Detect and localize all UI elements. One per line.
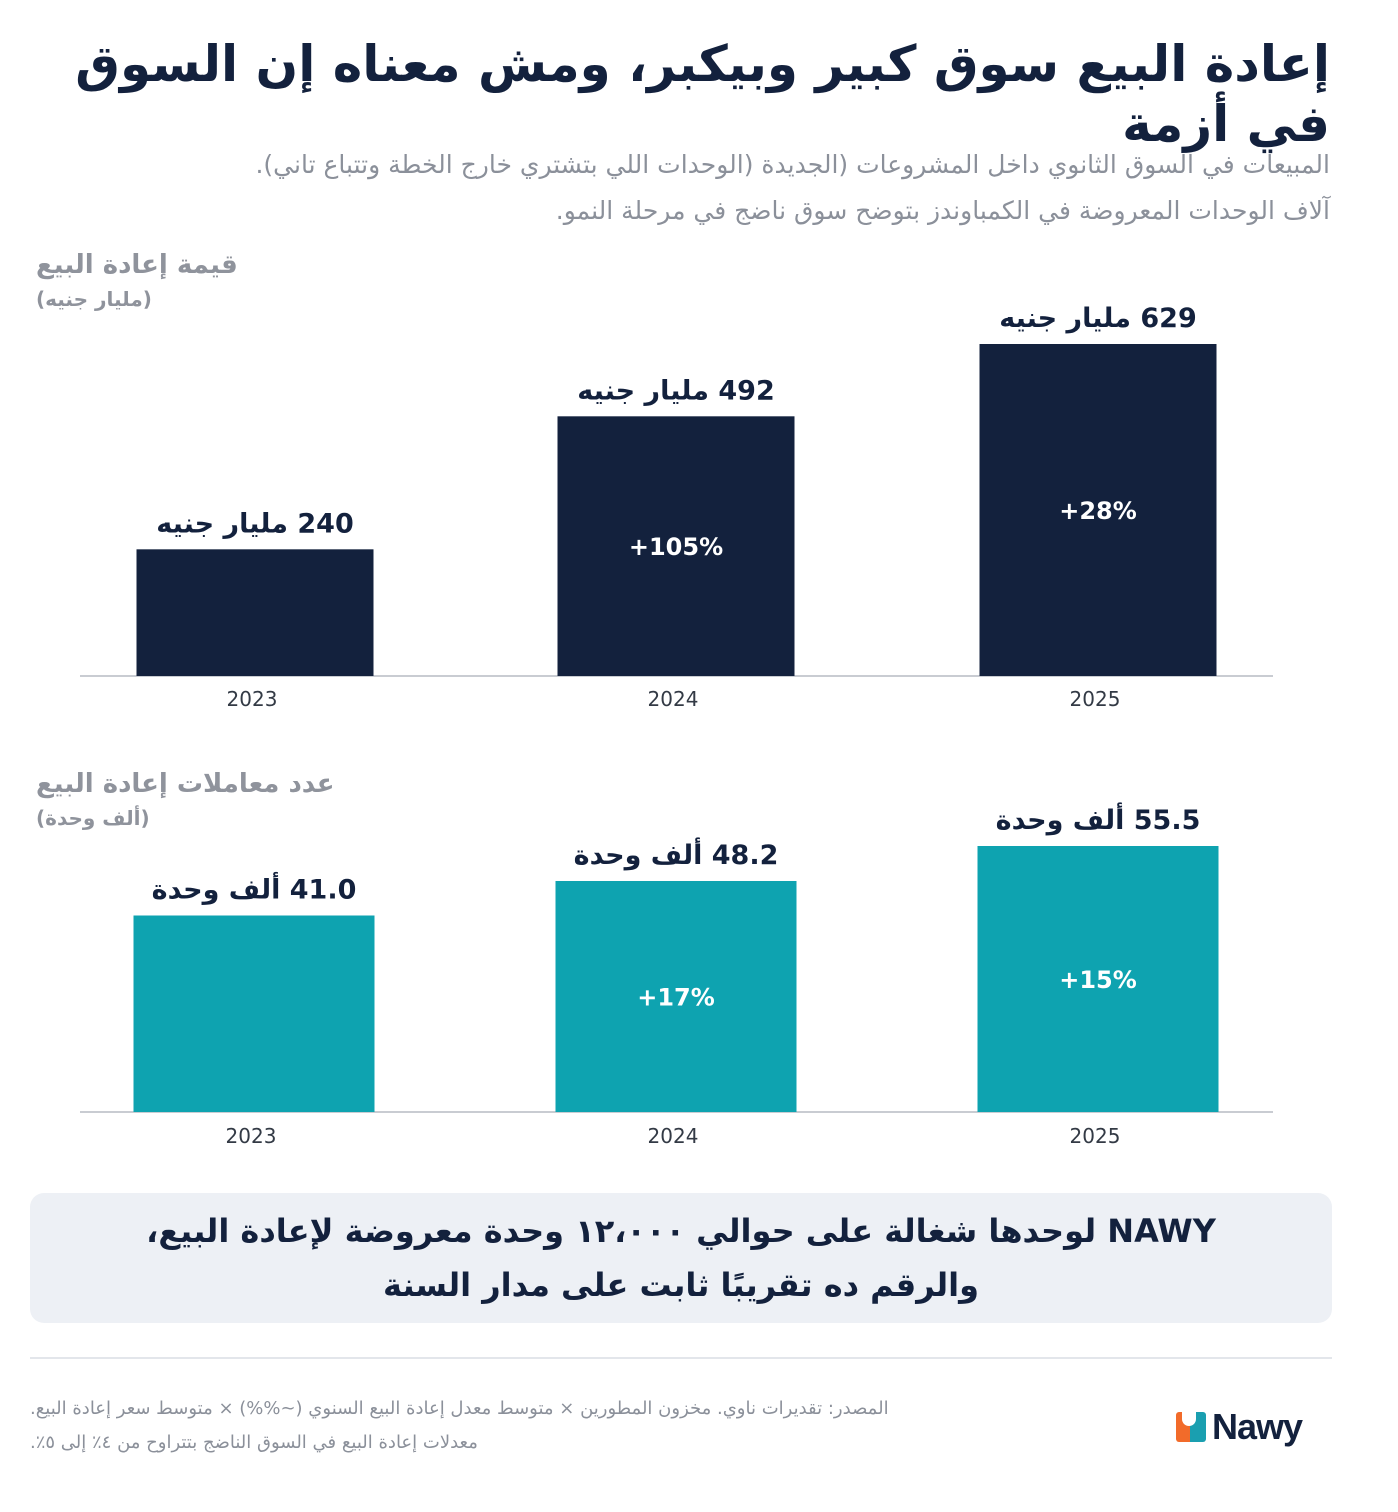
resale-count-chart: 41.0 ألف وحدة 2023 48.2 ألف وحدة +17% 2024 55… (80, 802, 1273, 1148)
chart-unit-label: (ألف وحدة) (36, 806, 150, 830)
chart-header-count: عدد معاملات إعادة البيع (ألف وحدة) (36, 766, 456, 834)
subtitle-line: آلاف الوحدات المعروضة في الكمباوندز بتوض… (555, 196, 1330, 225)
source-note: المصدر: تقديرات ناوي. مخزون المطورين × م… (30, 1392, 970, 1460)
bar-2023 (133, 915, 375, 1112)
source-line: المصدر: تقديرات ناوي. مخزون المطورين × م… (30, 1398, 889, 1419)
bar-2024 (557, 416, 795, 676)
chart-header-value: قيمة إعادة البيع (مليار جنيه) (36, 247, 456, 315)
growth-label: +105% (629, 533, 723, 561)
bar-value-label: 41.0 ألف وحدة (152, 871, 357, 905)
bar-2025 (979, 344, 1217, 676)
callout-line: NAWY لوحدها شغالة على حوالي ١٢،٠٠٠ وحدة … (146, 1212, 1216, 1250)
growth-label: +15% (1059, 966, 1137, 994)
divider (30, 1357, 1332, 1359)
bar-value-label: 48.2 ألف وحدة (574, 837, 779, 871)
page-title: إعادة البيع سوق كبير وبيكبر، ومش معناه إ… (75, 35, 1330, 153)
bar-2024 (555, 880, 797, 1112)
chart-title: قيمة إعادة البيع (36, 250, 238, 280)
x-tick-label: 2024 (648, 687, 699, 711)
x-tick-label: 2024 (648, 1124, 699, 1148)
bar-2025 (977, 846, 1219, 1112)
bar-value-label: 240 مليار جنيه (156, 508, 354, 539)
bar-value-label: 55.5 ألف وحدة (996, 802, 1201, 836)
x-tick-label: 2023 (227, 687, 278, 711)
x-tick-label: 2025 (1070, 687, 1121, 711)
bar-value-label: 629 مليار جنيه (999, 303, 1197, 334)
resale-value-chart: 240 مليار جنيه 2023 492 مليار جنيه +105% 202… (80, 303, 1273, 711)
callout-box: NAWY لوحدها شغالة على حوالي ١٢،٠٠٠ وحدة … (30, 1193, 1332, 1323)
bar-2023 (136, 549, 374, 676)
subtitle-line: المبيعات في السوق الثانوي داخل المشروعات… (255, 150, 1330, 179)
growth-label: +28% (1059, 497, 1137, 525)
growth-label: +17% (637, 983, 715, 1011)
nawy-logo: Nawy (1176, 1404, 1303, 1450)
nawy-logo-icon (1176, 1412, 1206, 1442)
callout-line: والرقم ده تقريبًا ثابت على مدار السنة (383, 1266, 979, 1304)
x-tick-label: 2025 (1070, 1124, 1121, 1148)
bar-value-label: 492 مليار جنيه (577, 375, 775, 406)
x-tick-label: 2023 (226, 1124, 277, 1148)
chart-title: عدد معاملات إعادة البيع (36, 769, 335, 799)
source-line: معدلات إعادة البيع في السوق الناضج بتترا… (30, 1432, 478, 1453)
logo-text: Nawy (1212, 1406, 1303, 1447)
page-subtitle: المبيعات في السوق الثانوي داخل المشروعات… (40, 142, 1330, 234)
chart-unit-label: (مليار جنيه) (36, 287, 152, 311)
